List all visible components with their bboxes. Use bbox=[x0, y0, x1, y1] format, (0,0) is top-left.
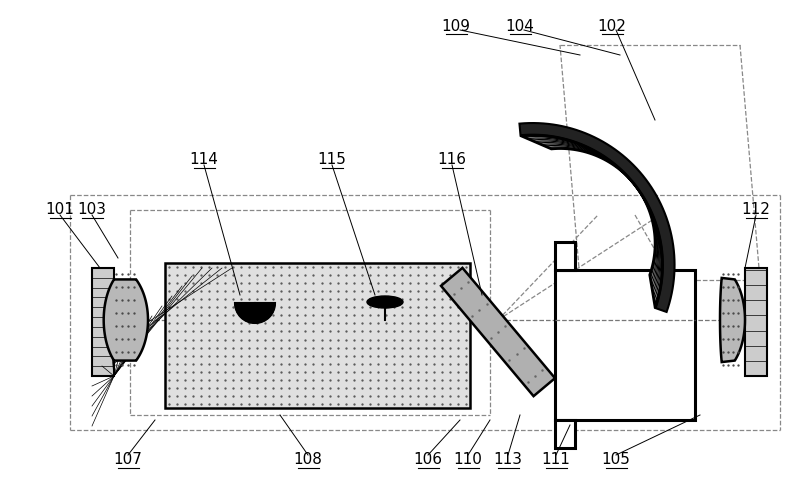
Text: 107: 107 bbox=[114, 453, 142, 467]
Text: 113: 113 bbox=[494, 453, 522, 467]
Text: 105: 105 bbox=[602, 453, 630, 467]
Polygon shape bbox=[519, 123, 674, 312]
Text: 104: 104 bbox=[506, 19, 534, 33]
Text: 101: 101 bbox=[46, 202, 74, 218]
Text: 106: 106 bbox=[414, 453, 442, 467]
Text: 111: 111 bbox=[542, 453, 570, 467]
Text: 112: 112 bbox=[742, 202, 770, 218]
Text: 108: 108 bbox=[294, 453, 322, 467]
Wedge shape bbox=[235, 303, 275, 323]
Text: 114: 114 bbox=[190, 153, 218, 167]
Polygon shape bbox=[521, 135, 662, 308]
Ellipse shape bbox=[367, 296, 403, 308]
Bar bbox=[165, 263, 470, 408]
Polygon shape bbox=[104, 279, 148, 360]
Polygon shape bbox=[441, 268, 555, 396]
Text: 109: 109 bbox=[442, 19, 470, 33]
Polygon shape bbox=[720, 278, 745, 362]
Bar bbox=[745, 268, 767, 376]
Bar bbox=[555, 242, 575, 270]
Text: 110: 110 bbox=[454, 453, 482, 467]
Text: 115: 115 bbox=[318, 153, 346, 167]
Text: 103: 103 bbox=[78, 202, 106, 218]
Bar bbox=[555, 270, 695, 420]
Bar bbox=[92, 268, 114, 376]
Text: 116: 116 bbox=[438, 153, 466, 167]
Text: 102: 102 bbox=[598, 19, 626, 33]
Bar bbox=[555, 420, 575, 448]
